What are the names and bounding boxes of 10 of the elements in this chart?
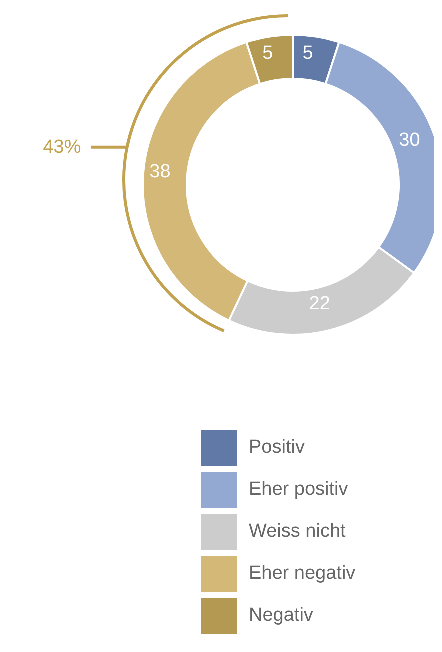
data-label: 30 xyxy=(399,130,420,151)
legend-label: Positiv xyxy=(249,436,305,458)
legend-label: Eher negativ xyxy=(249,562,356,584)
data-label: 5 xyxy=(302,43,314,64)
data-label: 5 xyxy=(262,43,274,64)
text: 43% xyxy=(43,136,82,158)
legend-label: Negativ xyxy=(249,604,314,626)
data-label: 38 xyxy=(150,161,171,182)
legend-label: Eher positiv xyxy=(249,478,348,500)
legend-label: Weiss nicht xyxy=(249,520,346,542)
